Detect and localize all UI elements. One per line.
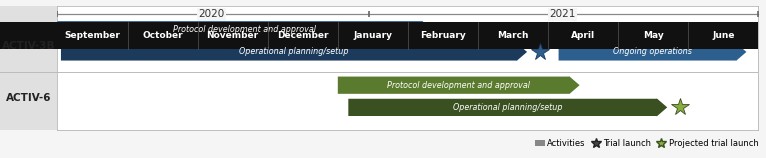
FancyArrow shape <box>57 21 433 39</box>
Text: Protocol development and approval: Protocol development and approval <box>387 81 530 90</box>
Text: Operational planning/setup: Operational planning/setup <box>239 47 349 56</box>
Text: December: December <box>277 31 329 40</box>
Text: 2020: 2020 <box>198 9 224 19</box>
Text: ACTIV-6: ACTIV-6 <box>6 93 51 103</box>
Text: November: November <box>207 31 259 40</box>
FancyArrow shape <box>558 43 746 61</box>
Text: October: October <box>142 31 183 40</box>
Bar <box>0 22 57 49</box>
Text: Operational planning/setup: Operational planning/setup <box>453 103 562 112</box>
FancyArrow shape <box>61 43 527 61</box>
Text: ACTIV-3B: ACTIV-3B <box>2 41 55 51</box>
Text: February: February <box>420 31 466 40</box>
Bar <box>57 22 758 49</box>
Text: 2021: 2021 <box>549 9 575 19</box>
FancyArrow shape <box>349 98 667 116</box>
Legend: Activities, Trial launch, Projected trial launch: Activities, Trial launch, Projected tria… <box>532 136 762 152</box>
Text: June: June <box>712 31 735 40</box>
Text: September: September <box>64 31 120 40</box>
Text: January: January <box>353 31 392 40</box>
Text: April: April <box>571 31 595 40</box>
Text: Ongoing operations: Ongoing operations <box>613 47 692 56</box>
Text: Protocol development and approval: Protocol development and approval <box>173 25 316 34</box>
Text: March: March <box>497 31 529 40</box>
Text: May: May <box>643 31 663 40</box>
FancyArrow shape <box>338 76 580 94</box>
